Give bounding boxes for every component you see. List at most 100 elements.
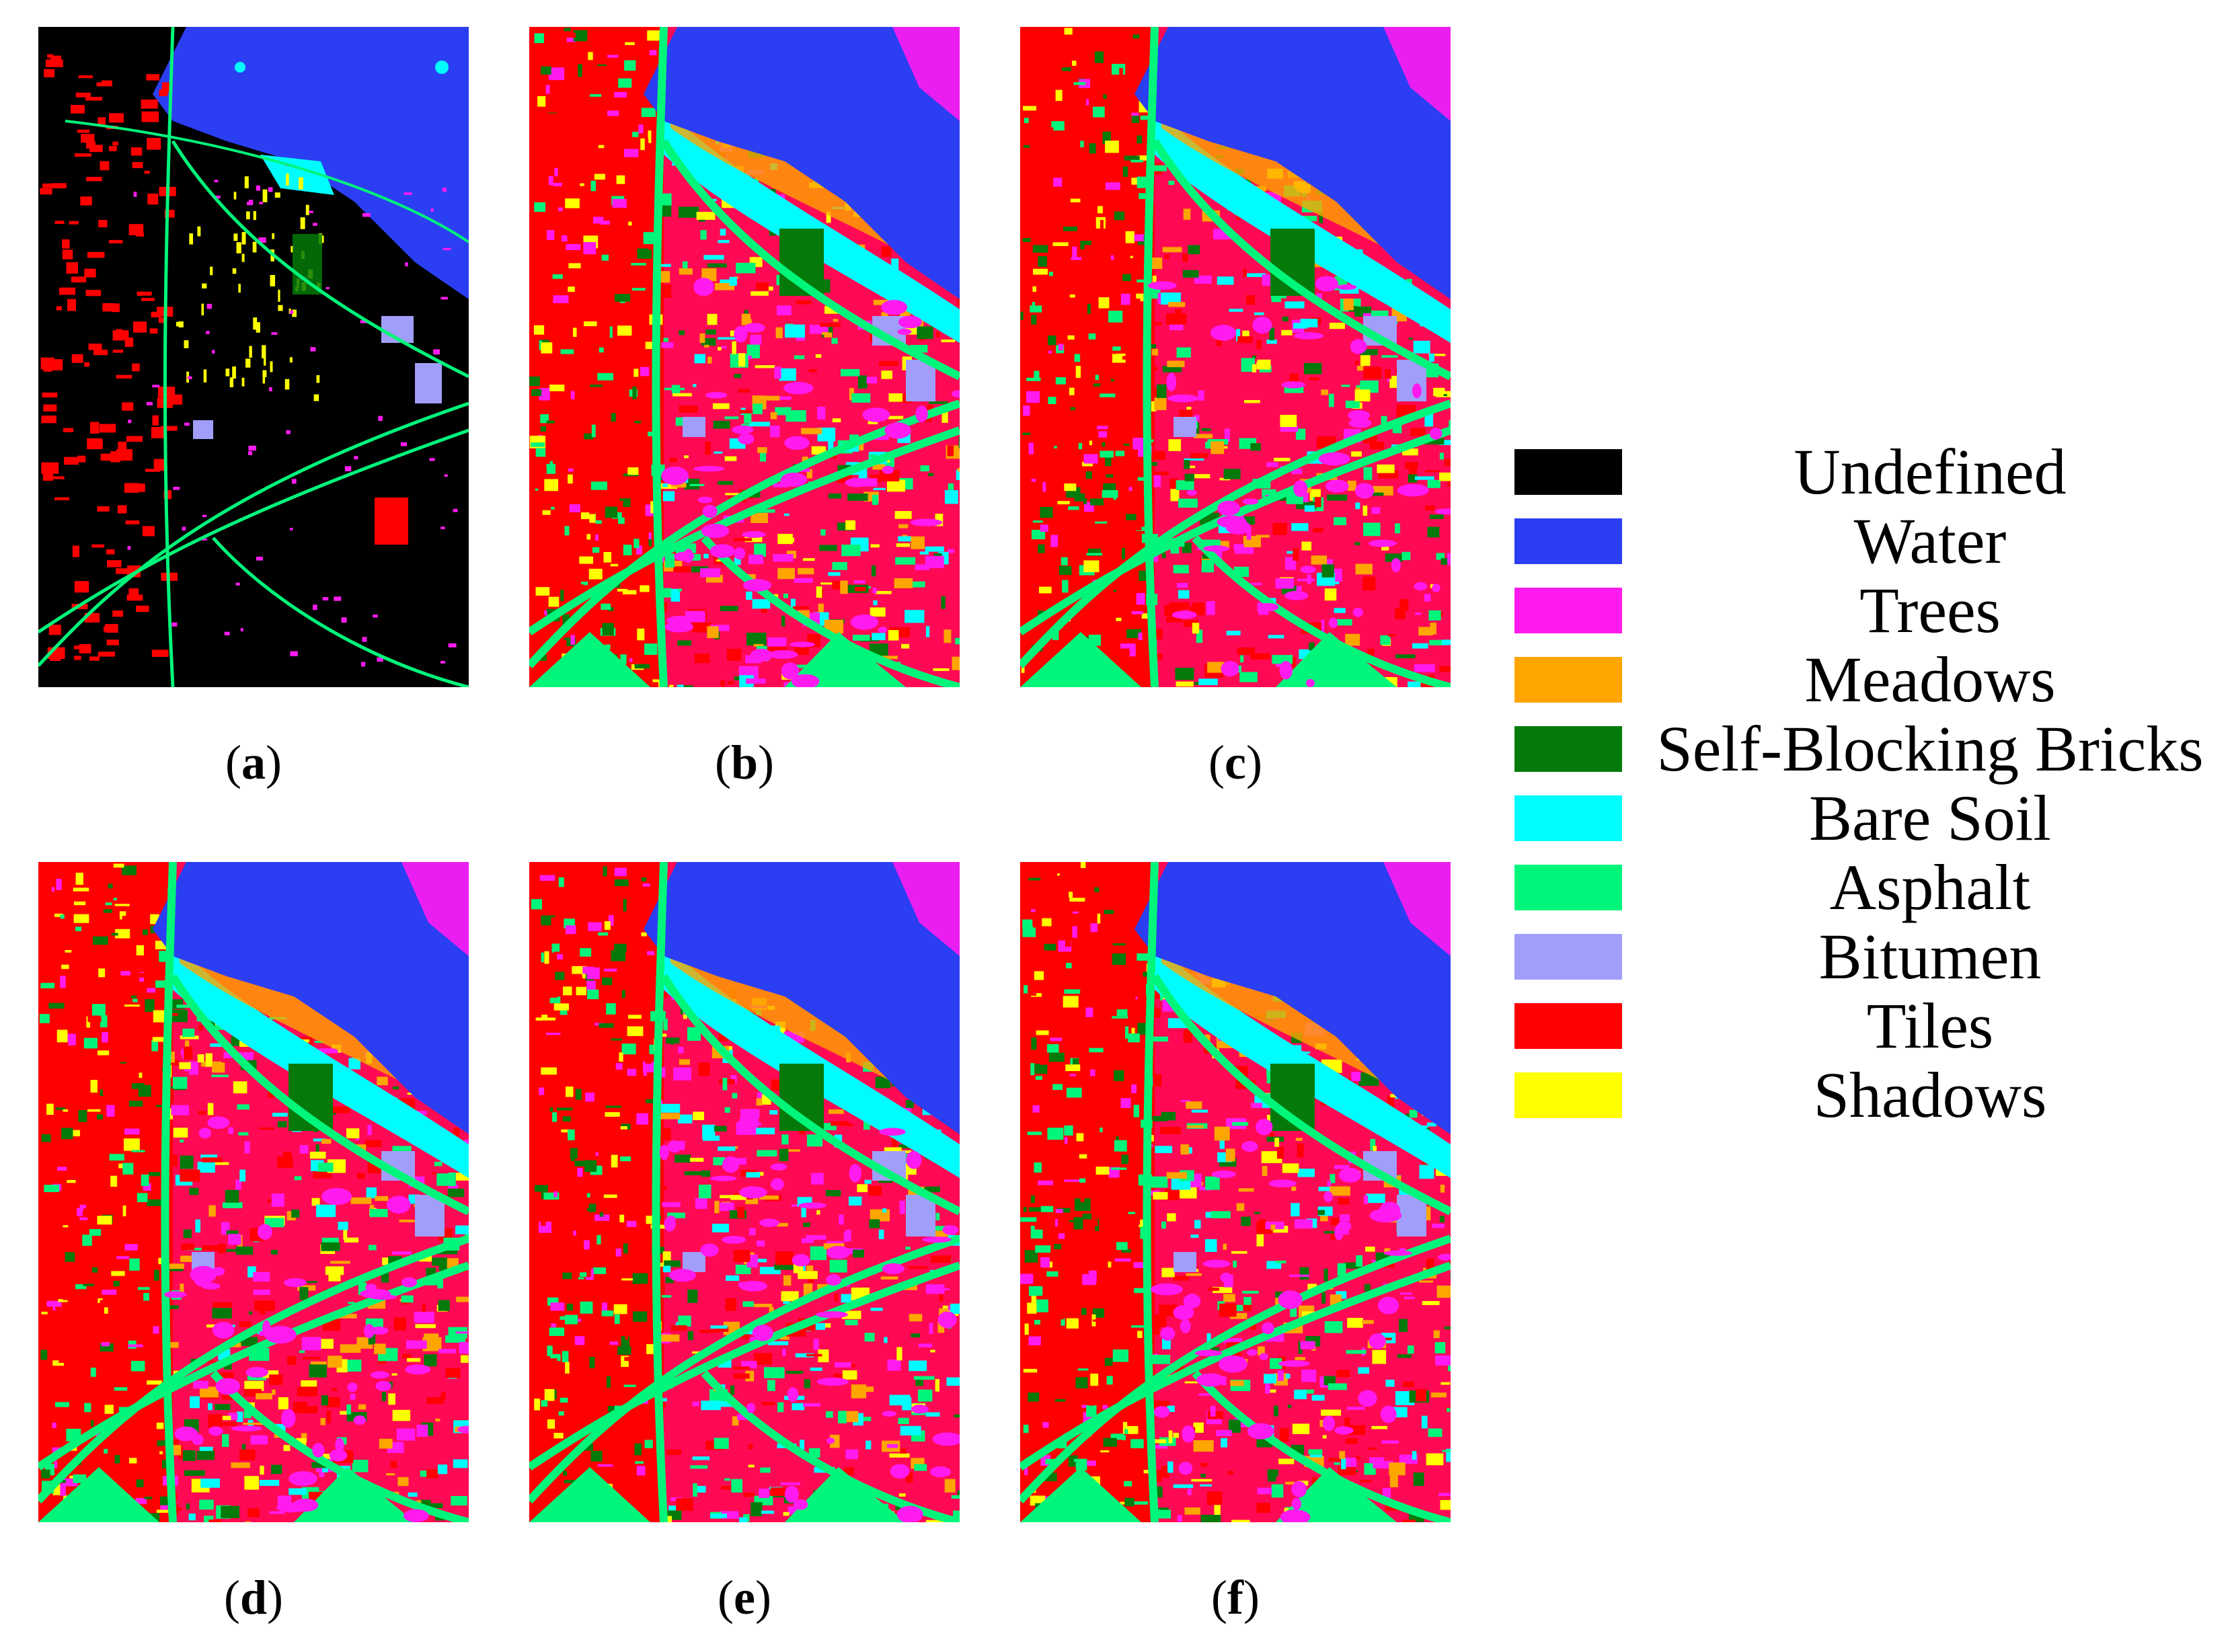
pixel-cluster xyxy=(1180,1144,1190,1155)
trees-cluster xyxy=(784,436,810,450)
pixel-cluster xyxy=(1083,498,1087,505)
pixel-cluster xyxy=(707,313,718,325)
pixel-cluster xyxy=(1042,1422,1049,1428)
pixel-cluster xyxy=(1082,1249,1088,1259)
trees-sample xyxy=(215,195,221,199)
pixel-cluster xyxy=(291,1209,300,1218)
pixel-cluster xyxy=(41,1469,50,1479)
pixel-cluster xyxy=(100,1089,104,1096)
pixel-cluster xyxy=(917,326,933,340)
pixel-cluster xyxy=(225,1189,239,1203)
pixel-cluster xyxy=(61,1478,78,1487)
pixel-cluster xyxy=(1341,385,1350,387)
pixel-cluster xyxy=(762,1402,775,1406)
pixel-cluster xyxy=(1229,309,1243,312)
pixel-cluster xyxy=(1272,1226,1289,1233)
pixel-cluster xyxy=(597,1464,613,1467)
caption-a: (a) xyxy=(225,736,282,789)
pixel-cluster xyxy=(1064,28,1073,35)
pixel-cluster xyxy=(76,1020,90,1023)
pixel-cluster xyxy=(1092,1319,1105,1322)
pixel-cluster xyxy=(1054,1244,1062,1250)
pixel-cluster xyxy=(1040,506,1053,518)
pixel-cluster xyxy=(381,1269,389,1283)
pixel-cluster xyxy=(909,1360,927,1372)
pixel-cluster xyxy=(447,1184,459,1189)
pixel-cluster xyxy=(151,1148,164,1161)
pixel-cluster xyxy=(435,1397,443,1400)
trees-cluster xyxy=(722,1156,740,1173)
pixel-cluster xyxy=(1429,639,1447,645)
pixel-cluster xyxy=(1444,1327,1451,1330)
pixel-cluster xyxy=(1130,255,1133,258)
bare-soil-bank xyxy=(664,943,960,1178)
pixel-cluster xyxy=(1074,493,1085,502)
pixel-cluster xyxy=(591,1184,599,1191)
pixel-cluster xyxy=(795,1353,814,1358)
pixel-cluster xyxy=(609,1464,623,1471)
shadows-sample xyxy=(262,345,266,358)
pixel-cluster xyxy=(583,242,597,255)
pixel-cluster xyxy=(181,1243,195,1251)
pixel-cluster xyxy=(426,1469,438,1479)
pixel-cluster xyxy=(98,1267,109,1277)
pixel-cluster xyxy=(1143,1470,1150,1474)
pixel-cluster xyxy=(1066,629,1082,635)
trees-region xyxy=(892,27,960,121)
tiles-sample xyxy=(67,299,76,311)
pixel-cluster xyxy=(67,1180,76,1183)
pixel-cluster xyxy=(149,1172,161,1177)
pixel-cluster xyxy=(566,1168,574,1179)
pixel-cluster xyxy=(774,366,781,379)
pixel-cluster xyxy=(1282,316,1289,321)
pixel-cluster xyxy=(79,1204,86,1209)
tiles-sample xyxy=(77,129,90,133)
pixel-cluster xyxy=(648,245,652,250)
pixel-cluster xyxy=(1284,301,1305,309)
pixel-cluster xyxy=(1055,377,1066,385)
pixel-cluster xyxy=(642,1061,655,1072)
pixel-cluster xyxy=(1403,1381,1414,1388)
pixel-cluster xyxy=(693,1483,697,1497)
pixel-cluster xyxy=(1048,397,1056,405)
pixel-cluster xyxy=(1223,469,1241,479)
pixel-cluster xyxy=(1120,1098,1131,1108)
tiles-sample xyxy=(70,105,85,114)
pixel-cluster xyxy=(1097,520,1105,528)
pixel-cluster xyxy=(731,1479,742,1493)
pixel-cluster xyxy=(1055,1209,1063,1214)
trees-sample xyxy=(362,212,371,217)
legend-label-bare-soil: Bare Soil xyxy=(1809,782,2051,854)
pixel-cluster xyxy=(104,1307,108,1314)
pixel-cluster xyxy=(891,258,899,273)
trees-sample xyxy=(206,303,212,309)
pixel-cluster xyxy=(1275,1294,1280,1307)
pixel-cluster xyxy=(636,1113,649,1125)
pixel-cluster xyxy=(742,1301,754,1307)
pixel-cluster xyxy=(1134,942,1143,949)
pixel-cluster xyxy=(1426,1453,1444,1466)
pixel-cluster xyxy=(84,1403,91,1413)
pixel-cluster xyxy=(845,1319,858,1326)
pixel-cluster xyxy=(1442,1450,1451,1452)
pixel-cluster xyxy=(147,1380,163,1385)
pixel-cluster xyxy=(1205,441,1212,449)
pixel-cluster xyxy=(566,36,576,42)
pixel-cluster xyxy=(785,537,795,543)
pixel-cluster xyxy=(1143,658,1154,663)
pixel-cluster xyxy=(244,1141,250,1154)
pixel-cluster xyxy=(668,1505,679,1511)
pixel-cluster xyxy=(751,512,768,523)
pixel-cluster xyxy=(544,610,547,617)
pixel-cluster xyxy=(1224,428,1230,442)
pixel-cluster xyxy=(664,387,685,391)
caption-f: (f) xyxy=(1211,1571,1260,1624)
trees-cluster xyxy=(1318,452,1350,466)
caption-d: (d) xyxy=(223,1571,283,1624)
pixel-cluster xyxy=(755,365,775,368)
pixel-cluster xyxy=(256,1393,272,1400)
pixel-cluster xyxy=(605,1105,621,1108)
trees-cluster xyxy=(826,1438,835,1444)
pixel-cluster xyxy=(1122,274,1131,281)
tiles-sample xyxy=(62,239,70,249)
